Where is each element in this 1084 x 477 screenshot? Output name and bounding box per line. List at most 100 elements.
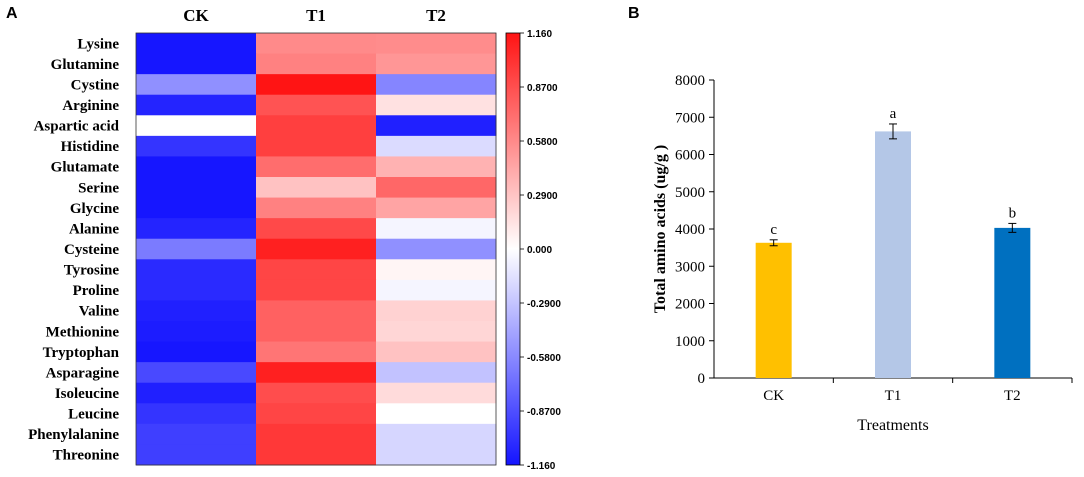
bar-y-tick-label: 5000 (675, 185, 705, 201)
heatmap-cell (376, 177, 497, 199)
heatmap-cell (376, 197, 497, 219)
heatmap-cell (256, 382, 377, 404)
heatmap-cell (256, 177, 377, 199)
heatmap-cell (376, 279, 497, 301)
heatmap-row-label: Arginine (62, 98, 119, 114)
heatmap-cell (376, 362, 497, 384)
colorbar-tick-label: -1.160 (527, 461, 556, 472)
panel-b-label: B (628, 5, 640, 22)
bar-y-tick-label: 7000 (675, 110, 705, 126)
colorbar-tick-label: -0.2900 (527, 299, 561, 310)
heatmap-row-label: Serine (78, 180, 119, 196)
heatmap-cell (136, 115, 257, 137)
heatmap-cell (376, 341, 497, 363)
bar-y-tick-label: 4000 (675, 222, 705, 238)
bar-y-tick-label: 2000 (675, 297, 705, 313)
bar (755, 242, 792, 378)
heatmap-cell (136, 321, 257, 343)
heatmap-cell (136, 403, 257, 425)
heatmap: CK T1 T2 Lysine Glutamine Cystine Arginine Aspa… (28, 6, 497, 466)
heatmap-cell (136, 444, 257, 466)
bar-x-axis-label: Treatments (857, 417, 928, 434)
colorbar-tick-label: -0.8700 (527, 407, 561, 418)
heatmap-cell (136, 238, 257, 260)
heatmap-cell (256, 321, 377, 343)
heatmap-cell (376, 321, 497, 343)
heatmap-col-label: T1 (306, 6, 326, 25)
heatmap-cell (256, 218, 377, 240)
heatmap-cell (376, 259, 497, 281)
bar-significance-label: a (890, 106, 897, 122)
heatmap-cell (136, 218, 257, 240)
panel-a-label: A (6, 5, 18, 22)
bar-y-tick-label: 1000 (675, 334, 705, 350)
bar-chart: Total amino acids (ug/g ) Treatments 0 10… (652, 73, 1073, 434)
heatmap-row-label: Cystine (71, 77, 120, 93)
colorbar-tick-label: -0.5800 (527, 353, 561, 364)
colorbar-tick-label: 1.160 (527, 29, 552, 40)
heatmap-cell (256, 300, 377, 322)
heatmap-col-label: T2 (426, 6, 446, 25)
heatmap-cell (136, 362, 257, 384)
heatmap-row-label: Methionine (46, 324, 120, 340)
heatmap-cell (136, 33, 257, 55)
heatmap-row-label: Asparagine (46, 365, 120, 381)
colorbar-tick-label: 0.000 (527, 245, 552, 256)
heatmap-cell (256, 74, 377, 96)
bar-y-tick-label: 3000 (675, 259, 705, 275)
heatmap-cell (256, 238, 377, 260)
heatmap-cell (136, 197, 257, 219)
heatmap-row-label: Phenylalanine (28, 427, 119, 443)
heatmap-cell (256, 279, 377, 301)
heatmap-row-label: Glutamine (51, 57, 120, 73)
heatmap-cell (136, 341, 257, 363)
bar-x-tick-label: CK (763, 388, 784, 404)
heatmap-row-label: Isoleucine (55, 386, 120, 402)
bar (994, 227, 1031, 378)
heatmap-row-label: Aspartic acid (34, 119, 120, 135)
heatmap-row-label: Valine (79, 304, 120, 320)
heatmap-row-label: Threonine (53, 448, 120, 464)
heatmap-cell (136, 177, 257, 199)
bar-y-tick-label: 6000 (675, 148, 705, 164)
heatmap-cell (256, 362, 377, 384)
heatmap-border (135, 32, 497, 466)
heatmap-cell (256, 259, 377, 281)
heatmap-cell (136, 53, 257, 75)
heatmap-cell (136, 423, 257, 445)
heatmap-cell (136, 300, 257, 322)
heatmap-cell (256, 197, 377, 219)
heatmap-cell (256, 423, 377, 445)
heatmap-colorbar: 1.160 0.8700 0.5800 0.2900 0.000 -0.2900 -0.58… (505, 29, 561, 472)
heatmap-cell (256, 341, 377, 363)
heatmap-row-label: Tryptophan (43, 345, 120, 361)
heatmap-cell (376, 33, 497, 55)
heatmap-cell (256, 33, 377, 55)
heatmap-cell (376, 423, 497, 445)
heatmap-cell (376, 218, 497, 240)
heatmap-cell (376, 74, 497, 96)
heatmap-row-label: Alanine (69, 221, 119, 237)
heatmap-cell (256, 156, 377, 178)
bar-y-tick-label: 8000 (675, 73, 705, 89)
heatmap-row-label: Leucine (68, 407, 119, 423)
heatmap-row-label: Glycine (70, 201, 120, 217)
heatmap-cell (376, 94, 497, 116)
bar-significance-label: c (770, 222, 777, 238)
heatmap-col-label: CK (183, 6, 209, 25)
heatmap-row-label: Proline (73, 283, 120, 299)
bar-x-tick-label: T2 (1004, 388, 1021, 404)
heatmap-cell (136, 94, 257, 116)
heatmap-cell (136, 259, 257, 281)
heatmap-cell (136, 74, 257, 96)
heatmap-cell (376, 53, 497, 75)
heatmap-cell (376, 403, 497, 425)
colorbar-tick-label: 0.2900 (527, 191, 558, 202)
bar-x-tick-label: T1 (885, 388, 902, 404)
heatmap-cell (256, 444, 377, 466)
colorbar-tick-label: 0.8700 (527, 83, 558, 94)
bar (875, 131, 911, 378)
bar-significance-label: b (1009, 205, 1017, 221)
heatmap-cell (376, 238, 497, 260)
